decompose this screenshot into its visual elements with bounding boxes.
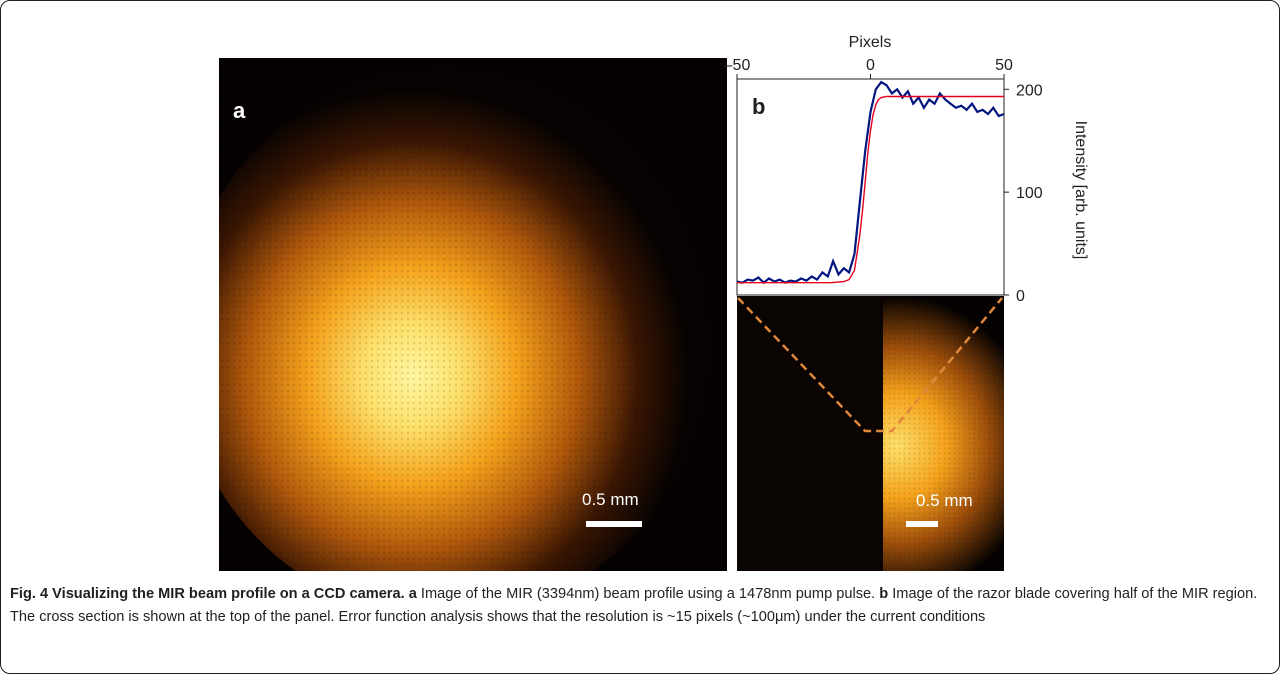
x-tick-label: 0 bbox=[866, 57, 875, 74]
caption-a-text: Image of the MIR (3394nm) beam profile u… bbox=[420, 586, 876, 602]
caption-b-label: b bbox=[879, 586, 889, 602]
panel-b-letter: b bbox=[752, 94, 765, 119]
razor-blade-image bbox=[737, 296, 1004, 571]
x-axis-label: Pixels bbox=[849, 34, 892, 51]
zoom-guide-lines bbox=[737, 297, 1003, 433]
panel-b-scale-bar bbox=[906, 521, 938, 527]
panel-a-letter: a bbox=[233, 98, 246, 123]
beam-profile-image bbox=[219, 58, 727, 571]
y-axis-label: Intensity [arb. units] bbox=[1072, 121, 1089, 260]
x-tick-label: 50 bbox=[995, 57, 1013, 74]
panel-a-beam-image: a 0.5 mm bbox=[219, 58, 727, 571]
chart-marks bbox=[736, 80, 1005, 285]
caption-b-text: Image of the razor blade covering half o… bbox=[10, 586, 1258, 625]
caption-a-label: a bbox=[408, 586, 417, 602]
y-tick-label: 200 bbox=[1016, 82, 1043, 99]
y-tick-label: 0 bbox=[1016, 288, 1025, 305]
figure-caption: Fig. 4 Visualizing the MIR beam profile … bbox=[10, 583, 1272, 629]
caption-title: Fig. 4 Visualizing the MIR beam profile … bbox=[10, 586, 405, 602]
panel-b-scale-label: 0.5 mm bbox=[916, 491, 973, 510]
panel-b-razor-image: 0.5 mm bbox=[737, 296, 1004, 571]
panel-a-scale-bar bbox=[586, 521, 642, 527]
y-tick-label: 100 bbox=[1016, 185, 1043, 202]
panel-a-scale-label: 0.5 mm bbox=[582, 490, 639, 509]
error-function-fit-line bbox=[737, 95, 1004, 284]
measured-intensity-line bbox=[736, 80, 1005, 285]
x-tick-label: –50 bbox=[724, 57, 751, 74]
